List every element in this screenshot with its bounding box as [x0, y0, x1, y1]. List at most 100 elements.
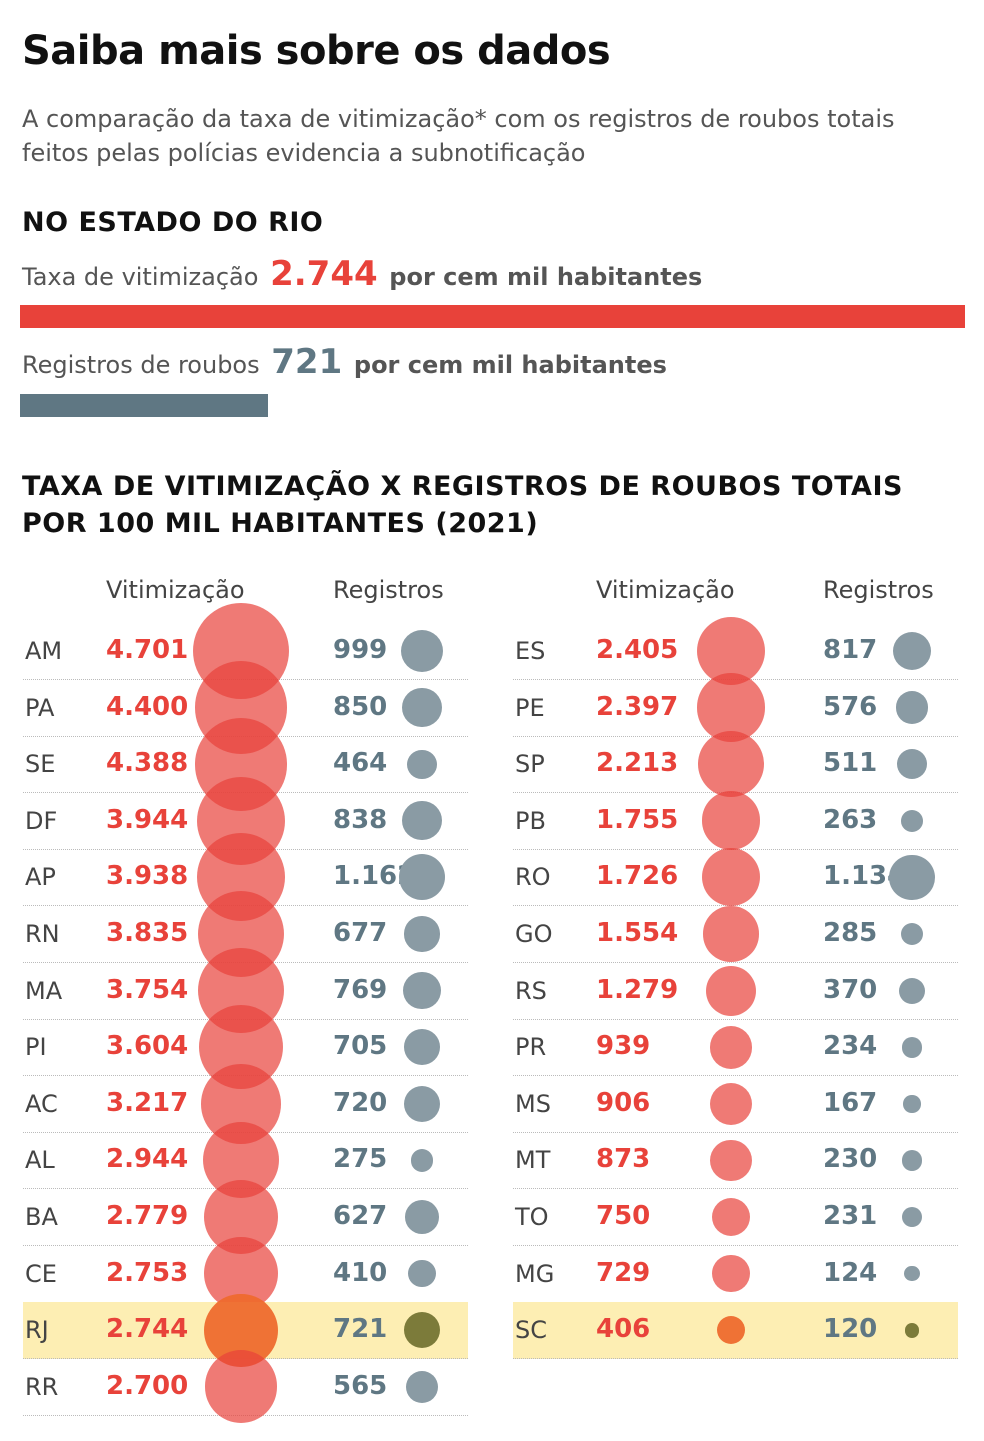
registros-value: 850	[333, 691, 388, 722]
state-label: RO	[515, 863, 551, 892]
registros-value: 627	[333, 1201, 388, 1231]
table-row-rj: RJ 2.744 721	[23, 1293, 468, 1367]
vitimizacao-value: 3.217	[106, 1087, 189, 1118]
registros-circle	[404, 1029, 440, 1066]
vitimizacao-value: 4.400	[106, 691, 189, 722]
left-col-vitimizacao-header: Vitimização	[106, 576, 245, 604]
vitimizacao-value: 3.944	[106, 804, 189, 835]
state-label: GO	[515, 920, 553, 948]
state-label: ES	[515, 637, 546, 665]
registros-value: 275	[333, 1144, 388, 1175]
vitimizacao-value: 4.388	[106, 748, 189, 779]
registros-value: 565	[333, 1370, 388, 1401]
state-label: MG	[515, 1259, 555, 1288]
registros-value: 285	[823, 918, 878, 948]
state-label: RN	[25, 920, 60, 948]
table-row-pb: PB 1.755 263	[513, 791, 958, 851]
vitimizacao-value: 1.554	[596, 918, 679, 948]
vitimizacao-value: 873	[596, 1144, 651, 1175]
vitimizacao-circle	[716, 1316, 746, 1345]
registros-value: 230	[823, 1144, 878, 1175]
registros-value: 677	[333, 918, 388, 948]
registros-value: 817	[823, 635, 878, 665]
registros-circle	[900, 922, 924, 946]
page-title: Saiba mais sobre os dados	[22, 28, 611, 74]
registros-value: 511	[823, 748, 878, 779]
state-label: PE	[515, 693, 545, 722]
table-row-sc: SC 406 120	[513, 1302, 958, 1360]
vitimizacao-value: 406	[596, 1314, 651, 1345]
registros-circle	[899, 977, 925, 1004]
registros-value: 464	[333, 748, 388, 779]
table-row-es: ES 2.405 817	[513, 616, 958, 686]
page-subtitle: A comparação da taxa de vitimização* com…	[22, 105, 895, 167]
registros-circle	[403, 1312, 441, 1349]
vitimizacao-circle	[698, 731, 764, 798]
registros-circle	[901, 1206, 923, 1228]
summary-registros-bar	[20, 394, 268, 417]
vitimizacao-value: 939	[596, 1031, 651, 1062]
vitimizacao-value: 4.701	[106, 635, 189, 665]
state-label: DF	[25, 806, 58, 835]
vitimizacao-value: 2.397	[596, 691, 679, 722]
state-label: SC	[515, 1316, 547, 1345]
vitimizacao-circle	[204, 1350, 278, 1424]
table-row-ro: RO 1.726 1.134	[513, 848, 958, 907]
registros-value: 410	[333, 1257, 388, 1288]
state-label: SP	[515, 750, 545, 779]
vitimizacao-value: 2.744	[106, 1314, 189, 1345]
registros-value: 120	[823, 1314, 878, 1345]
registros-circle	[896, 748, 928, 780]
registros-circle	[892, 631, 932, 671]
registros-value: 124	[823, 1257, 878, 1288]
state-label: CE	[25, 1259, 57, 1288]
vitimizacao-value: 3.754	[106, 974, 189, 1005]
vitimizacao-circle	[709, 1025, 753, 1069]
vitimizacao-circle	[709, 1082, 753, 1125]
vitimizacao-value: 1.726	[596, 861, 679, 892]
table-row-ms: MS 906 167	[513, 1076, 958, 1133]
registros-circle	[895, 691, 929, 724]
vitimizacao-value: 2.753	[106, 1257, 189, 1288]
vitimizacao-value: 3.938	[106, 861, 189, 892]
vitimizacao-value: 2.213	[596, 748, 679, 779]
table-row-ba: BA 2.779 627	[23, 1180, 468, 1254]
state-label: AL	[25, 1146, 55, 1175]
vitimizacao-value: 3.604	[106, 1031, 189, 1062]
registros-circle	[405, 1200, 439, 1234]
summary-vitimizacao-label: Taxa de vitimização	[22, 263, 259, 291]
state-label: MS	[515, 1089, 551, 1118]
table-row-mg: MG 729 124	[513, 1246, 958, 1303]
registros-value: 231	[823, 1201, 878, 1231]
table-row-rs: RS 1.279 370	[513, 963, 958, 1020]
registros-circle	[403, 1085, 441, 1122]
vitimizacao-value: 2.405	[596, 635, 679, 665]
state-label: PA	[25, 693, 55, 722]
registros-circle	[904, 1266, 920, 1282]
registros-circle	[402, 687, 442, 728]
vitimizacao-value: 729	[596, 1257, 651, 1288]
table-row-pr: PR 939 234	[513, 1019, 958, 1077]
summary-registros-value: 721	[271, 342, 343, 382]
registros-value: 167	[823, 1087, 878, 1118]
registros-value: 234	[823, 1031, 878, 1062]
state-label: RR	[25, 1372, 59, 1401]
vitimizacao-circle	[710, 1139, 752, 1182]
state-label: RS	[515, 976, 547, 1005]
registros-circle	[407, 749, 437, 779]
registros-circle	[901, 809, 923, 832]
summary-registros-label: Registros de roubos	[22, 351, 260, 379]
registros-circle	[403, 971, 441, 1010]
table-row-go: GO 1.554 285	[513, 906, 958, 963]
registros-value: 721	[333, 1314, 388, 1345]
table-row-mt: MT 873 230	[513, 1132, 958, 1190]
state-label: AP	[25, 863, 56, 892]
registros-circle	[901, 1150, 923, 1171]
state-label: PB	[515, 806, 546, 835]
table-row-to: TO 750 231	[513, 1189, 958, 1246]
summary-registros-line: Registros de roubos 721 por cem mil habi…	[22, 342, 667, 382]
registros-circle	[402, 801, 442, 841]
vitimizacao-value: 3.835	[106, 918, 189, 948]
right-col-vitimizacao-header: Vitimização	[596, 576, 735, 604]
vitimizacao-circle	[705, 965, 757, 1016]
